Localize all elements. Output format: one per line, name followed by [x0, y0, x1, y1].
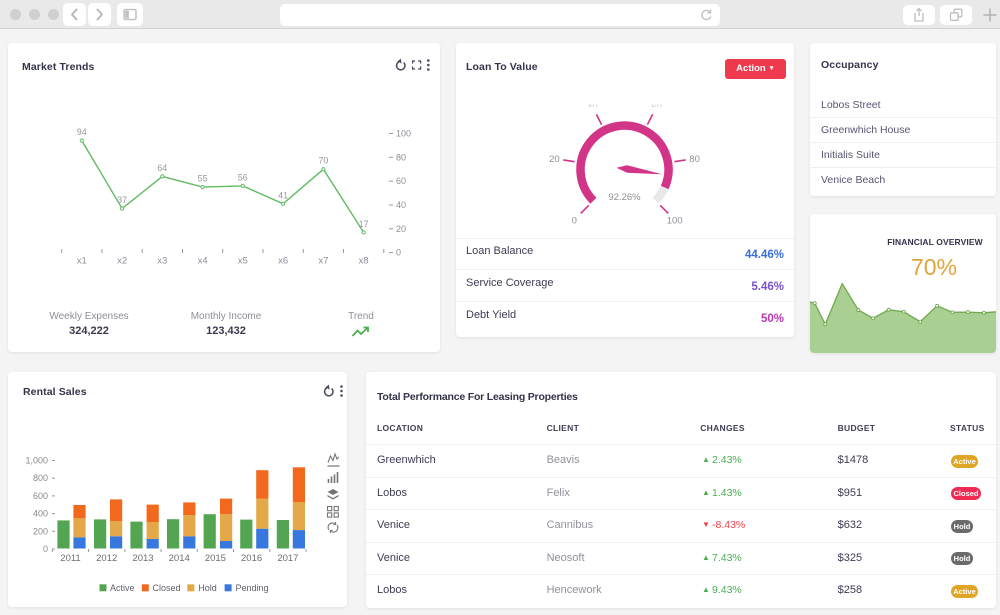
- svg-text:37: 37: [117, 195, 127, 205]
- svg-text:2014: 2014: [169, 553, 190, 564]
- svg-text:2015: 2015: [205, 553, 226, 564]
- svg-text:x7: x7: [318, 256, 328, 267]
- svg-text:56: 56: [238, 172, 248, 182]
- svg-text:Active: Active: [110, 583, 135, 593]
- svg-text:x3: x3: [157, 256, 167, 267]
- svg-text:70: 70: [318, 156, 328, 166]
- svg-text:40: 40: [587, 102, 598, 113]
- svg-text:Hold: Hold: [198, 583, 217, 593]
- svg-text:20: 20: [549, 154, 560, 165]
- svg-text:41: 41: [278, 190, 288, 200]
- svg-text:x5: x5: [238, 256, 248, 267]
- svg-text:100: 100: [396, 129, 411, 139]
- svg-text:2016: 2016: [241, 553, 262, 564]
- svg-text:x8: x8: [359, 256, 369, 267]
- svg-text:x2: x2: [117, 256, 127, 267]
- svg-text:400: 400: [33, 509, 48, 519]
- svg-text:55: 55: [198, 174, 208, 184]
- svg-text:60: 60: [396, 176, 406, 186]
- svg-text:2017: 2017: [277, 553, 298, 564]
- svg-text:100: 100: [667, 215, 683, 226]
- svg-text:Pending: Pending: [236, 583, 269, 593]
- svg-text:600: 600: [33, 491, 48, 501]
- svg-text:2012: 2012: [96, 553, 117, 564]
- svg-text:2011: 2011: [60, 553, 80, 564]
- svg-text:800: 800: [33, 473, 48, 483]
- svg-text:x6: x6: [278, 256, 288, 267]
- svg-text:20: 20: [396, 224, 406, 234]
- svg-text:64: 64: [157, 163, 167, 173]
- svg-text:94: 94: [77, 127, 87, 137]
- svg-text:80: 80: [396, 152, 406, 162]
- svg-text:1,000: 1,000: [25, 456, 48, 466]
- svg-text:40: 40: [396, 200, 406, 210]
- svg-text:92.26%: 92.26%: [608, 192, 641, 203]
- svg-text:2013: 2013: [132, 553, 153, 564]
- svg-text:Closed: Closed: [153, 583, 181, 593]
- svg-text:60: 60: [651, 102, 662, 113]
- svg-text:0: 0: [572, 215, 577, 226]
- svg-text:x4: x4: [198, 256, 208, 267]
- svg-text:17: 17: [359, 219, 369, 229]
- svg-text:0: 0: [43, 544, 48, 554]
- svg-text:200: 200: [33, 526, 48, 536]
- svg-text:x1: x1: [77, 256, 87, 267]
- svg-text:80: 80: [689, 154, 700, 165]
- svg-text:0: 0: [396, 248, 401, 258]
